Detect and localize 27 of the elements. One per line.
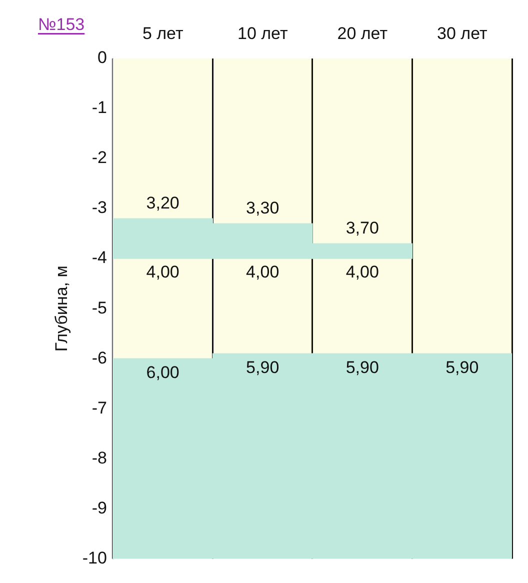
y-tick-label: -4 xyxy=(92,248,107,268)
x-tick-label: 10 лет xyxy=(237,24,288,43)
y-tick-label: -9 xyxy=(92,498,107,518)
y-tick-label: -1 xyxy=(92,98,107,118)
y-tick-label: -2 xyxy=(92,148,107,168)
y-tick-label: -8 xyxy=(92,448,107,468)
annotation: 5,90 xyxy=(246,358,280,377)
annotation: 4,00 xyxy=(246,262,280,282)
annotation: 3,70 xyxy=(346,218,379,238)
annotation: 4,00 xyxy=(146,262,180,282)
y-axis-title: Глубина, м xyxy=(52,266,71,352)
y-tick-label: -10 xyxy=(82,548,107,568)
annotation: 5,90 xyxy=(346,358,379,377)
y-tick-label: -3 xyxy=(92,198,107,218)
y-tick-label: 0 xyxy=(98,48,107,68)
annotation: 6,00 xyxy=(146,362,180,382)
x-tick-label: 5 лет xyxy=(142,24,184,43)
x-tick-label: 30 лет xyxy=(437,24,488,43)
x-tick-label: 20 лет xyxy=(337,24,388,43)
annotation: 3,30 xyxy=(246,198,280,218)
annotation: 3,20 xyxy=(146,194,180,213)
y-tick-label: -7 xyxy=(92,398,107,418)
chart-title: №153 xyxy=(38,15,85,34)
y-tick-label: -6 xyxy=(92,348,107,368)
annotation: 5,90 xyxy=(446,358,479,377)
y-tick-label: -5 xyxy=(92,298,107,318)
annotation: 4,00 xyxy=(346,262,379,282)
